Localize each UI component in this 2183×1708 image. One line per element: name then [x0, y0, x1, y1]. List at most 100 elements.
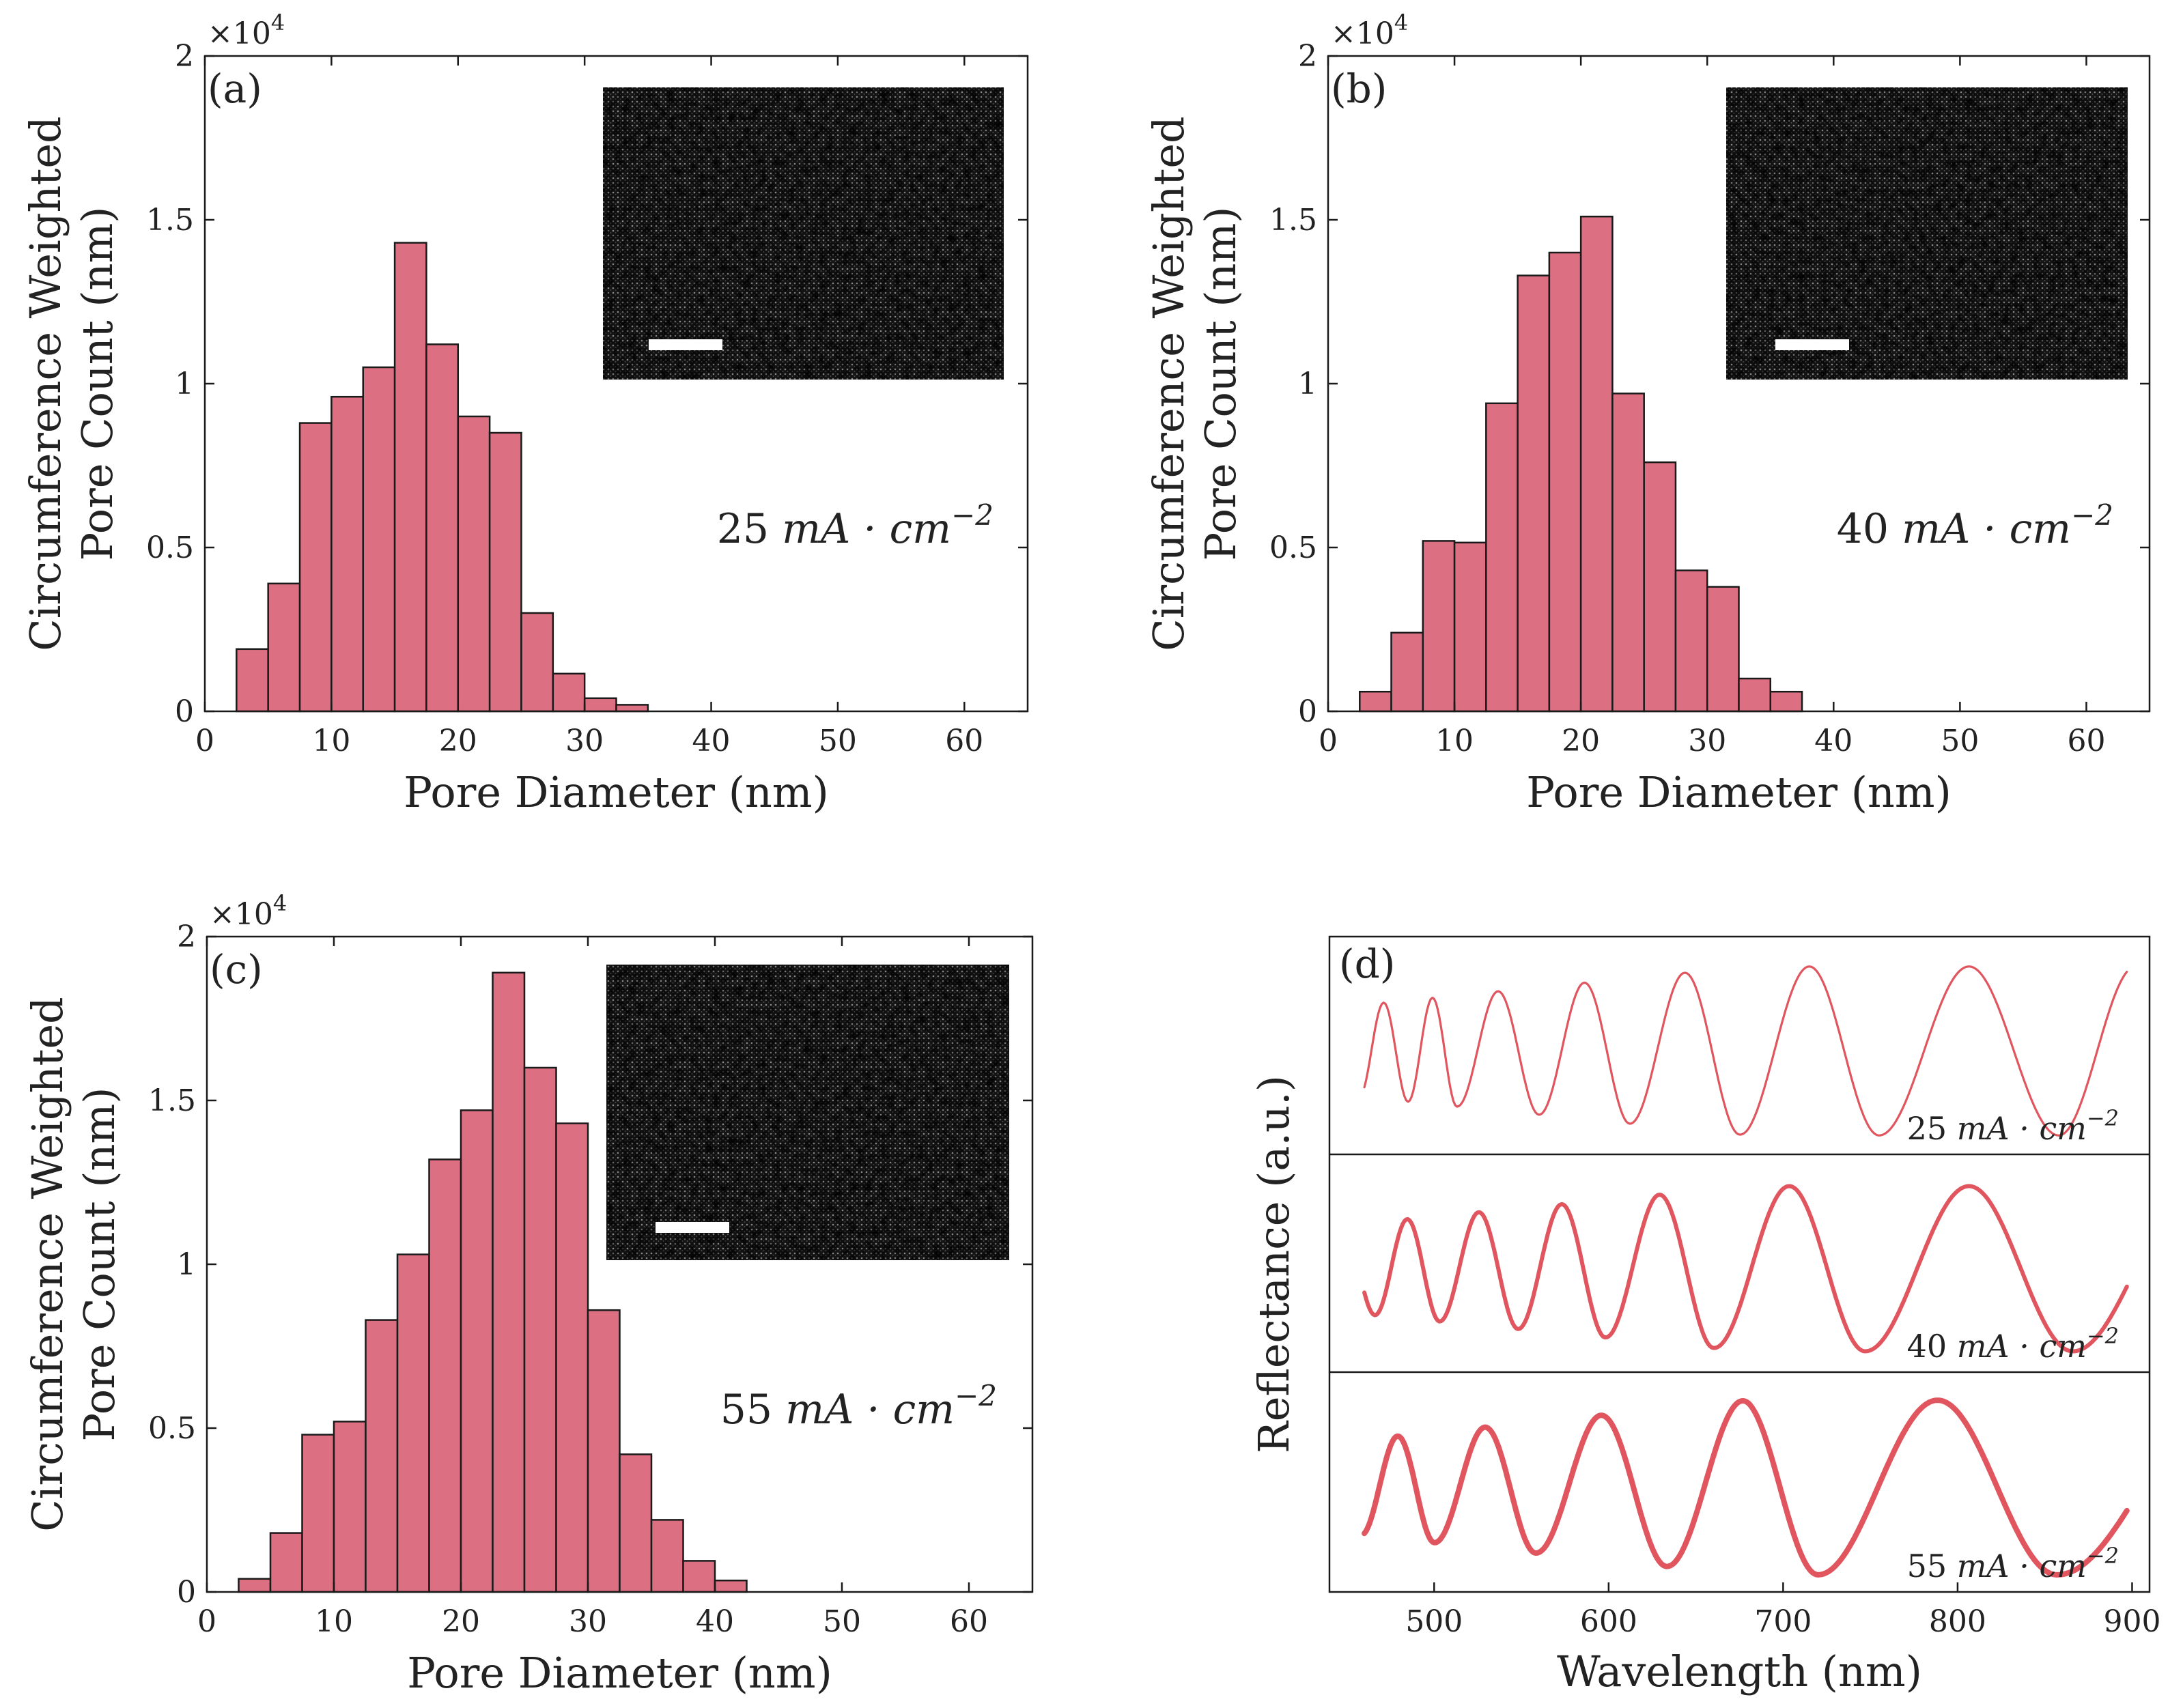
histogram-bar — [330, 395, 364, 713]
histogram-bar — [1769, 690, 1803, 713]
y-tick-label: 2 — [177, 920, 196, 954]
y-axis-label: Circumference WeightedPore Count (nm) — [23, 997, 124, 1531]
x-tick-label: 10 — [312, 724, 350, 758]
histogram-bar — [396, 1253, 430, 1593]
x-tick-label: 30 — [1688, 724, 1726, 758]
x-tick-label: 50 — [819, 724, 857, 758]
histogram-bar — [492, 971, 526, 1593]
histogram-bar — [619, 1453, 653, 1593]
histogram-bar — [682, 1560, 716, 1593]
histogram-bar — [587, 1309, 621, 1593]
x-axis-label: Pore Diameter (nm) — [1526, 767, 1952, 817]
histogram-bar — [362, 366, 396, 713]
histogram-bar — [488, 431, 522, 713]
x-tick-label: 0 — [1319, 724, 1338, 758]
histogram-bar — [365, 1319, 399, 1593]
scale-bar — [1775, 339, 1849, 350]
histogram-bar — [520, 612, 554, 713]
x-tick-label: 50 — [823, 1604, 861, 1639]
histogram-bar — [1548, 251, 1582, 713]
x-tick-label: 40 — [696, 1604, 734, 1639]
y-tick-label: 2 — [1298, 39, 1317, 74]
y-tick-label: 1.5 — [1269, 203, 1317, 238]
x-tick-label: 40 — [692, 724, 731, 758]
x-tick-label: 800 — [1929, 1604, 1986, 1639]
histogram-bar — [460, 1109, 494, 1593]
x-tick-label: 500 — [1405, 1604, 1463, 1639]
series-label: 40 mA · cm−2 — [1907, 1323, 2119, 1365]
axis-multiplier: ×104 — [1331, 10, 1408, 51]
x-tick-label: 60 — [945, 724, 983, 758]
histogram-bar — [650, 1519, 684, 1593]
sem-inset-image — [1726, 87, 2128, 380]
histogram-bar — [1738, 677, 1772, 713]
y-tick-label: 1.5 — [148, 1083, 196, 1118]
current-density-annotation: 40 mA · cm−2 — [1837, 498, 2113, 553]
histogram-bar — [1359, 690, 1392, 713]
x-axis-label: Pore Diameter (nm) — [404, 767, 829, 817]
axis-multiplier: ×104 — [210, 890, 287, 932]
x-tick-label: 0 — [195, 724, 214, 758]
histogram-panel-0: 0 10 20 30 40 50 60 0 0.5 1 1.5 2 ×104 Pore Diameter … — [20, 10, 1029, 817]
sem-inset-image — [606, 965, 1009, 1260]
histogram-bar — [1485, 402, 1519, 713]
y-tick-label: 0.5 — [148, 1411, 196, 1446]
x-tick-label: 10 — [315, 1604, 353, 1639]
y-tick-label: 1 — [177, 1247, 196, 1282]
y-tick-label: 0 — [175, 694, 194, 729]
y-tick-label: 2 — [175, 39, 194, 74]
histogram-bar — [1674, 569, 1708, 713]
histogram-bar — [428, 1158, 462, 1593]
histogram-bar — [425, 343, 460, 713]
reflectance-curve-25 — [1363, 965, 2128, 1137]
x-tick-label: 40 — [1814, 724, 1853, 758]
y-axis-label: Circumference WeightedPore Count (nm) — [20, 116, 122, 651]
histogram-bar — [552, 672, 586, 713]
y-tick-label: 1.5 — [146, 203, 194, 238]
histogram-bar — [583, 697, 617, 713]
x-axis-label: Pore Diameter (nm) — [407, 1648, 832, 1698]
y-tick-label: 0.5 — [1269, 530, 1317, 565]
x-tick-label: 60 — [2067, 724, 2105, 758]
y-tick-label: 1 — [1298, 367, 1317, 401]
histogram-bar — [1453, 541, 1487, 713]
x-tick-label: 50 — [1941, 724, 1979, 758]
x-tick-label: 20 — [1562, 724, 1600, 758]
y-tick-label: 0.5 — [146, 530, 194, 565]
panel-label: (c) — [210, 946, 263, 993]
histogram-bar — [714, 1579, 748, 1593]
x-axis-label: Wavelength (nm) — [1557, 1647, 1922, 1696]
x-tick-label: 0 — [197, 1604, 216, 1639]
y-tick-label: 1 — [175, 367, 194, 401]
histogram-bar — [298, 422, 333, 713]
panel-label: (b) — [1331, 66, 1387, 112]
histogram-bar — [457, 415, 491, 713]
histogram-bar — [1422, 540, 1456, 713]
x-tick-label: 900 — [2103, 1604, 2160, 1639]
histogram-panel-1: 0 10 20 30 40 50 60 0 0.5 1 1.5 2 ×104 Pore Diameter … — [1144, 10, 2151, 817]
scale-bar — [656, 1222, 729, 1233]
axes-frame — [1328, 935, 2151, 1593]
panel-label: (a) — [208, 66, 262, 112]
x-tick-label: 700 — [1754, 1604, 1812, 1639]
histogram-bar — [1517, 274, 1551, 713]
histogram-bar — [269, 1532, 303, 1593]
x-tick-label: 600 — [1580, 1604, 1637, 1639]
x-tick-label: 10 — [1435, 724, 1474, 758]
current-density-annotation: 25 mA · cm−2 — [717, 498, 994, 553]
sem-inset-image — [603, 87, 1004, 380]
histogram-bar — [1579, 215, 1614, 713]
x-tick-label: 30 — [565, 724, 604, 758]
histogram-bar — [1611, 393, 1645, 713]
y-axis-label: Reflectance (a.u.) — [1249, 1075, 1299, 1453]
histogram-bar — [1643, 461, 1677, 713]
histogram-bar — [555, 1122, 589, 1593]
histogram-bar — [615, 704, 649, 713]
histogram-bar — [236, 648, 269, 713]
y-tick-label: 0 — [177, 1575, 196, 1610]
scale-bar — [649, 339, 722, 350]
reflectance-curve-55 — [1362, 1397, 2130, 1578]
x-tick-label: 20 — [442, 1604, 480, 1639]
reflectance-curve-40 — [1362, 1184, 2129, 1354]
